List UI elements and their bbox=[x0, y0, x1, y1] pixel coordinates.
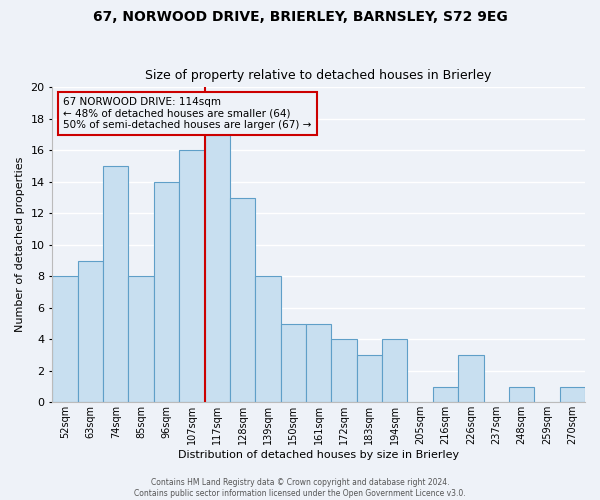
Bar bbox=[458, 355, 484, 403]
Y-axis label: Number of detached properties: Number of detached properties bbox=[15, 157, 25, 332]
Bar bbox=[560, 386, 585, 402]
Bar bbox=[230, 198, 255, 402]
Bar bbox=[179, 150, 205, 402]
Bar bbox=[52, 276, 77, 402]
X-axis label: Distribution of detached houses by size in Brierley: Distribution of detached houses by size … bbox=[178, 450, 459, 460]
Text: Contains HM Land Registry data © Crown copyright and database right 2024.
Contai: Contains HM Land Registry data © Crown c… bbox=[134, 478, 466, 498]
Bar bbox=[357, 355, 382, 403]
Bar bbox=[382, 340, 407, 402]
Text: 67, NORWOOD DRIVE, BRIERLEY, BARNSLEY, S72 9EG: 67, NORWOOD DRIVE, BRIERLEY, BARNSLEY, S… bbox=[92, 10, 508, 24]
Bar bbox=[205, 134, 230, 402]
Bar bbox=[103, 166, 128, 402]
Bar bbox=[77, 260, 103, 402]
Bar bbox=[154, 182, 179, 402]
Bar bbox=[331, 340, 357, 402]
Bar bbox=[509, 386, 534, 402]
Bar bbox=[128, 276, 154, 402]
Title: Size of property relative to detached houses in Brierley: Size of property relative to detached ho… bbox=[145, 69, 492, 82]
Bar bbox=[255, 276, 281, 402]
Text: 67 NORWOOD DRIVE: 114sqm
← 48% of detached houses are smaller (64)
50% of semi-d: 67 NORWOOD DRIVE: 114sqm ← 48% of detach… bbox=[63, 97, 311, 130]
Bar bbox=[281, 324, 306, 402]
Bar bbox=[306, 324, 331, 402]
Bar bbox=[433, 386, 458, 402]
